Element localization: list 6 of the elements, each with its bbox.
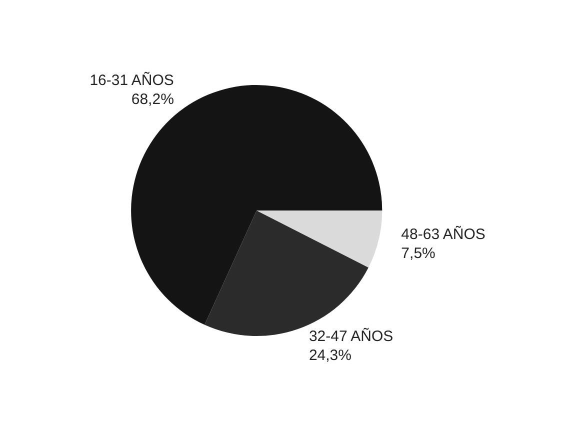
slice-label: 16-31 AÑOS xyxy=(90,70,174,89)
data-label: 68,2% xyxy=(131,90,174,108)
data-label: 24,3% xyxy=(308,347,352,364)
data-label: 7,5% xyxy=(401,245,436,262)
slice-label: 32-47 AÑOS xyxy=(308,327,394,346)
slice-label: 48-63 AÑOS xyxy=(401,225,486,244)
